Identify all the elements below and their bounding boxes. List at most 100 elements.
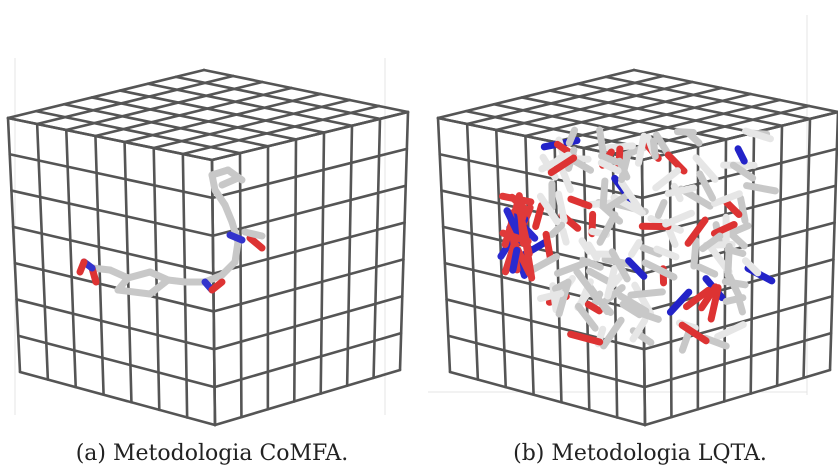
bond — [737, 194, 749, 225]
grid-line — [118, 89, 326, 134]
grid-line — [174, 75, 382, 121]
grid-line — [16, 334, 216, 389]
grid-line — [668, 151, 673, 419]
bond — [571, 157, 595, 174]
grid-line — [640, 110, 838, 162]
bond — [710, 220, 738, 237]
grid-line — [524, 86, 723, 138]
grid-line — [604, 75, 812, 121]
bond — [664, 184, 698, 198]
bond — [548, 221, 566, 239]
grid-line — [6, 116, 22, 374]
bond — [597, 159, 622, 175]
bond — [729, 161, 757, 182]
bond — [508, 193, 531, 215]
bond — [114, 274, 132, 294]
bond — [625, 257, 648, 280]
grid-line — [802, 117, 812, 380]
bond — [532, 202, 545, 230]
grid-line — [398, 110, 410, 372]
bond — [547, 154, 578, 177]
bond — [241, 228, 266, 240]
bond — [641, 259, 678, 281]
bond — [654, 198, 668, 219]
bond — [627, 288, 666, 299]
bond — [652, 167, 682, 192]
grid-line — [8, 152, 214, 200]
bond — [598, 152, 620, 166]
grid-line — [212, 294, 404, 351]
grid-line — [10, 189, 215, 238]
bond — [596, 211, 619, 246]
grid-line — [441, 225, 645, 275]
grid-line — [643, 331, 833, 389]
grid-line — [211, 221, 406, 275]
grid-line — [64, 128, 78, 389]
bond — [536, 192, 561, 226]
bond — [722, 294, 747, 305]
bond — [584, 300, 603, 315]
grid-line — [642, 294, 834, 351]
grid-line — [6, 116, 214, 162]
grid-line — [436, 68, 636, 120]
bond — [600, 316, 625, 350]
grid-line — [632, 68, 838, 114]
bond — [649, 137, 659, 160]
bond — [699, 232, 724, 253]
grid-line — [212, 258, 405, 313]
bond — [662, 209, 695, 228]
grid-line — [576, 82, 784, 128]
bond — [618, 178, 644, 213]
grid-line — [494, 80, 694, 132]
bond — [76, 258, 88, 276]
bond — [559, 226, 570, 246]
grid-line — [445, 298, 646, 351]
grid-line — [15, 298, 216, 351]
grid-line — [465, 122, 480, 381]
grid-line — [210, 110, 410, 162]
grid-line — [238, 151, 243, 419]
grid-line — [213, 331, 403, 389]
grid-line — [35, 122, 50, 381]
bond — [246, 234, 266, 252]
grid-line — [643, 368, 832, 427]
bond — [146, 276, 172, 298]
bond — [555, 278, 572, 318]
grid-line — [465, 74, 665, 126]
grid-line — [94, 86, 293, 138]
grid-line — [213, 368, 402, 427]
grid-line — [11, 225, 215, 275]
grid-line — [448, 370, 647, 427]
bond — [634, 132, 648, 167]
grid-line — [548, 89, 756, 134]
bond — [652, 131, 671, 156]
bond — [538, 151, 572, 173]
bond — [696, 170, 717, 202]
bond — [678, 328, 693, 354]
grid-line — [6, 68, 206, 120]
bond — [567, 195, 593, 210]
grid-line — [146, 82, 354, 128]
grid-line — [828, 110, 838, 372]
bond — [226, 231, 246, 244]
bond — [617, 292, 650, 315]
bond — [678, 321, 710, 345]
bond — [695, 263, 719, 278]
bond — [555, 190, 568, 224]
bond — [600, 284, 626, 306]
molecules — [76, 126, 779, 354]
bond — [724, 242, 733, 279]
grid-line — [64, 80, 264, 132]
grid-line — [775, 124, 784, 388]
bond — [743, 182, 779, 195]
bond — [608, 248, 631, 283]
grid-line — [492, 102, 700, 148]
grid-line — [319, 131, 326, 395]
bond — [742, 127, 774, 143]
bond — [673, 128, 697, 137]
bond — [579, 256, 604, 271]
grid-line — [436, 116, 452, 374]
bond — [604, 264, 618, 300]
bond — [684, 216, 709, 247]
